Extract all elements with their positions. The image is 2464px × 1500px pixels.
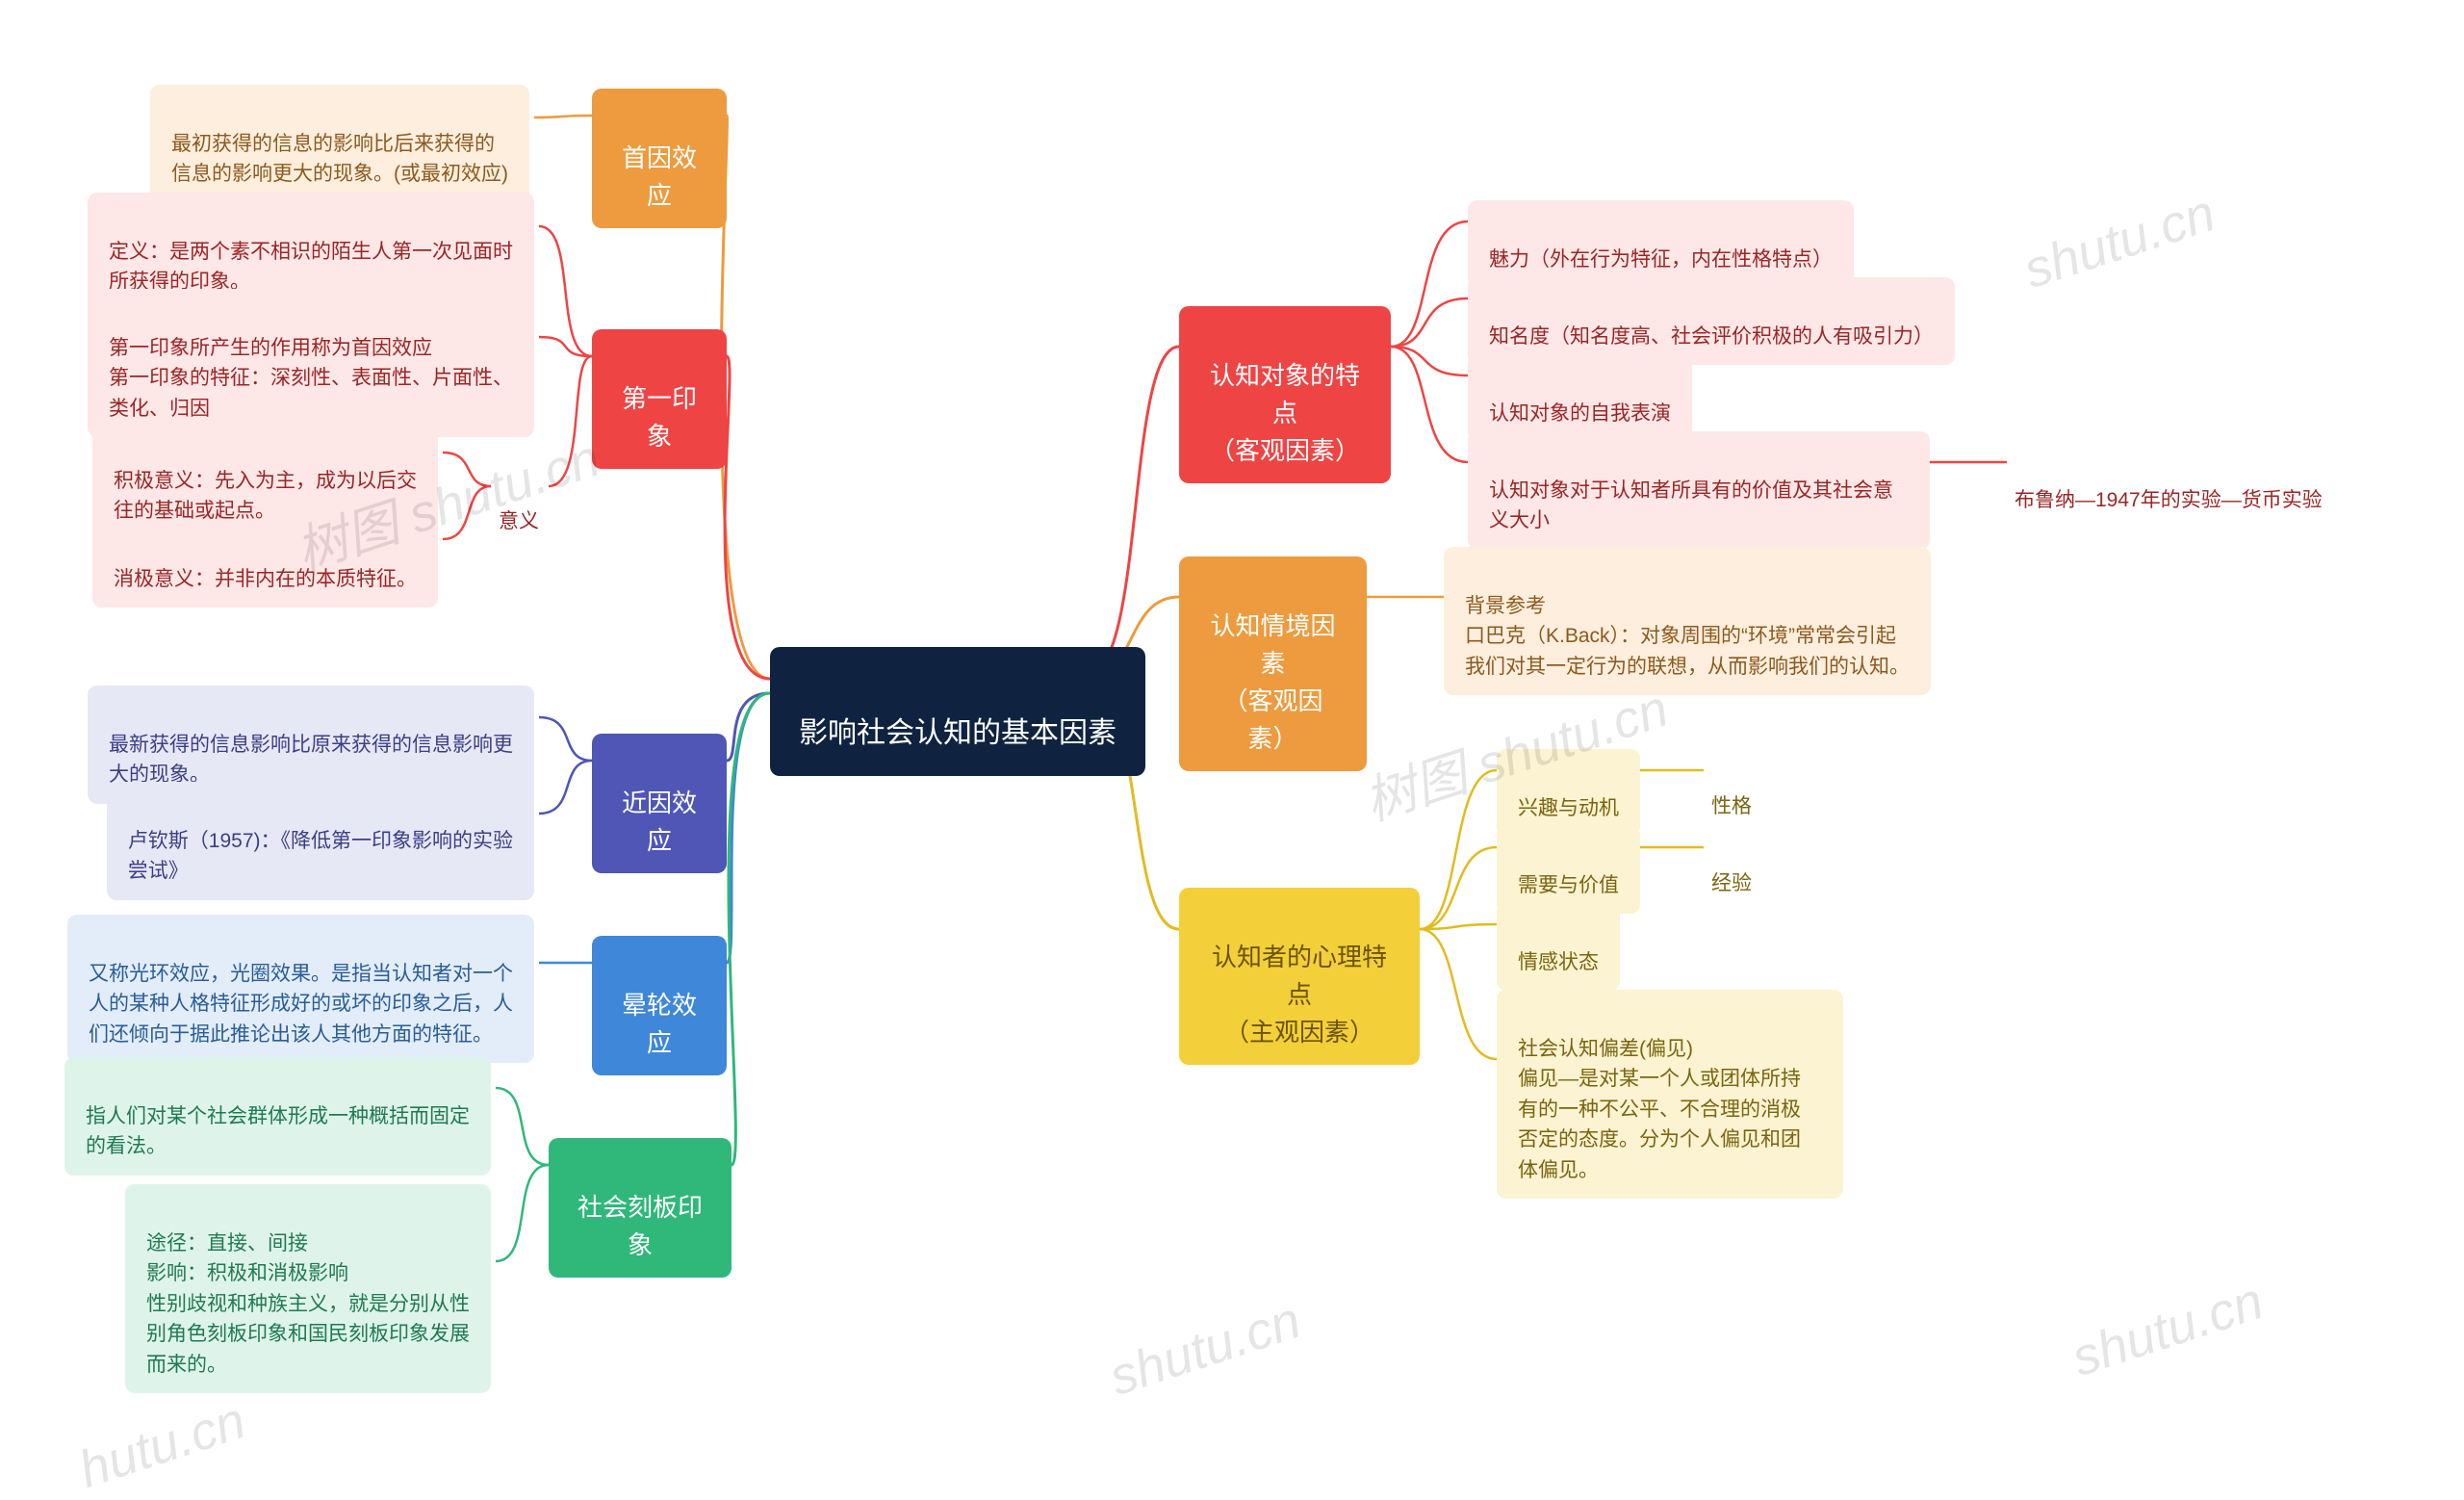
branch-label: 认知对象的特点 （客观因素） xyxy=(1210,361,1360,465)
branch-object-traits[interactable]: 认知对象的特点 （客观因素） xyxy=(1179,306,1391,483)
branch-label: 认知者的心理特点 （主观因素） xyxy=(1212,943,1387,1047)
branch-label: 近因效应 xyxy=(622,789,697,855)
root-node[interactable]: 影响社会认知的基本因素 xyxy=(770,647,1145,776)
leaf-fi-char: 第一印象所产生的作用称为首因效应 第一印象的特征：深刻性、表面性、片面性、 类化… xyxy=(88,289,534,437)
tail-r3-exp: 经验 xyxy=(1704,832,1759,904)
watermark: shutu.cn xyxy=(1102,1290,1307,1408)
leaf-r1-self: 认知对象的自我表演 xyxy=(1468,354,1692,442)
leaf-recency-ref: 卢钦斯（1957)：《降低第一印象影响的实验 尝试》 xyxy=(107,782,534,900)
watermark: hutu.cn xyxy=(72,1390,253,1500)
branch-context[interactable]: 认知情境因素 （客观因素） xyxy=(1179,556,1367,771)
leaf-r3-interest: 兴趣与动机 xyxy=(1497,749,1640,837)
branch-label: 认知情境因素 （客观因素） xyxy=(1210,611,1335,753)
branch-halo[interactable]: 晕轮效应 xyxy=(592,936,727,1075)
watermark: shutu.cn xyxy=(2016,183,2221,300)
branch-label: 社会刻板印象 xyxy=(578,1193,703,1259)
leaf-stereo-def: 指人们对某个社会群体形成一种概括而固定 的看法。 xyxy=(64,1057,491,1176)
leaf-r1-value: 认知对象对于认知者所具有的价值及其社会意 义大小 xyxy=(1468,431,1930,550)
branch-primacy[interactable]: 首因效应 xyxy=(592,89,727,228)
branch-recency[interactable]: 近因效应 xyxy=(592,734,727,873)
leaf-stereo-detail: 途径：直接、间接 影响：积极和消极影响 性别歧视和种族主义，就是分别从性 别角色… xyxy=(125,1184,491,1393)
leaf-r3-need: 需要与价值 xyxy=(1497,826,1640,914)
leaf-r3-emotion: 情感状态 xyxy=(1497,903,1620,991)
sub-meaning[interactable]: 意义 xyxy=(491,470,547,542)
leaf-r2-back: 背景参考 口巴克（K.Back）：对象周围的“环境”常常会引起 我们对其一定行为… xyxy=(1444,547,1931,695)
branch-label: 首因效应 xyxy=(622,143,697,210)
branch-stereotype[interactable]: 社会刻板印象 xyxy=(549,1138,732,1278)
leaf-fi-neg: 消极意义：并非内在的本质特征。 xyxy=(92,520,438,608)
leaf-r3-bias: 社会认知偏差(偏见) 偏见—是对某一个人或团体所持 有的一种不公平、不合理的消极… xyxy=(1497,990,1843,1199)
leaf-r1-charm: 魅力（外在行为特征，内在性格特点） xyxy=(1468,200,1854,288)
root-label: 影响社会认知的基本因素 xyxy=(799,717,1116,749)
branch-label: 晕轮效应 xyxy=(622,991,697,1057)
branch-first-impression[interactable]: 第一印象 xyxy=(592,329,727,469)
leaf-r1-fame: 知名度（知名度高、社会评价积极的人有吸引力） xyxy=(1468,277,1955,365)
leaf-primacy-def: 最初获得的信息的影响比后来获得的 信息的影响更大的现象。(或最初效应) xyxy=(150,85,529,203)
branch-perceiver[interactable]: 认知者的心理特点 （主观因素） xyxy=(1179,888,1420,1065)
watermark: shutu.cn xyxy=(2065,1271,2270,1388)
tail-r3-personality: 性格 xyxy=(1704,755,1759,827)
leaf-halo-def: 又称光环效应，光圈效果。是指当认知者对一个 人的某种人格特征形成好的或坏的印象之… xyxy=(67,915,534,1063)
tail-r1-bruner: 布鲁纳—1947年的实验—货币实验 xyxy=(2007,449,2330,521)
branch-label: 第一印象 xyxy=(622,384,697,451)
